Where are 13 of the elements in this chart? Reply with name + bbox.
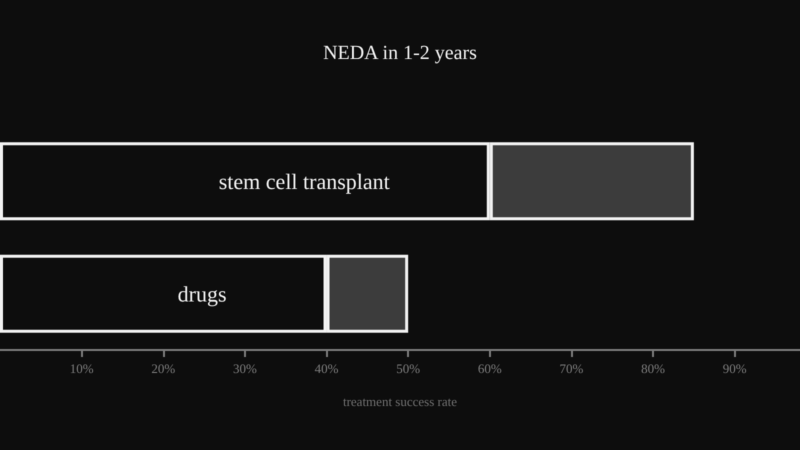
x-tick-label: 20%	[151, 361, 176, 376]
y-tick-label: drugs	[178, 281, 227, 306]
x-tick-label: 60%	[478, 361, 502, 376]
x-tick-label: 80%	[641, 361, 666, 376]
x-axis-title: treatment success rate	[342, 394, 458, 409]
x-tick-label: 30%	[232, 361, 257, 376]
x-tick-label: 70%	[560, 361, 584, 376]
x-tick-label: 50%	[396, 361, 420, 376]
x-tick-label: 40%	[314, 361, 339, 376]
x-tick-label: 90%	[722, 361, 747, 376]
y-tick-label: stem cell transplant	[218, 168, 390, 194]
chart-title: NEDA in 1-2 years	[323, 42, 478, 64]
x-tick-label: 10%	[70, 361, 94, 376]
